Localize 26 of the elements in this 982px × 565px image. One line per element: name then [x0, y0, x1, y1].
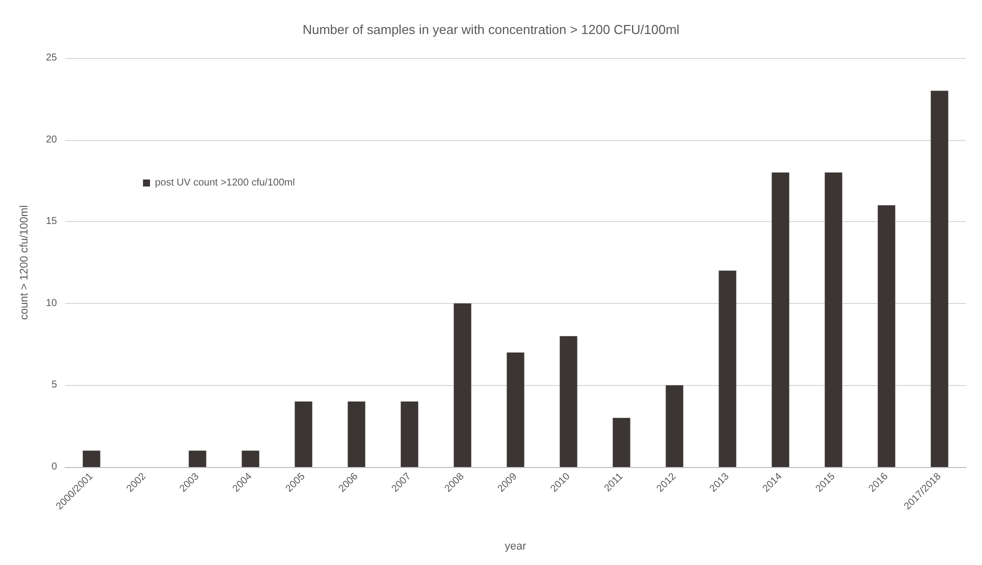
y-tick-label: 5 — [51, 380, 58, 391]
y-tick-label: 15 — [46, 216, 58, 228]
bar — [294, 402, 312, 467]
y-tick-label: 25 — [46, 52, 58, 64]
bar — [454, 303, 472, 467]
bar — [82, 450, 100, 467]
bar — [188, 450, 206, 467]
legend-label: post UV count >1200 cfu/100ml — [155, 178, 295, 188]
x-axis-title: year — [504, 540, 527, 552]
bar — [772, 172, 790, 467]
bar — [506, 352, 524, 467]
y-tick-label: 0 — [51, 462, 58, 472]
bar — [560, 336, 578, 467]
bar — [824, 172, 842, 467]
bar — [878, 205, 896, 467]
y-axis-title: count > 1200 cfu/100ml — [18, 205, 30, 320]
bar — [718, 270, 736, 467]
y-tick-label: 20 — [46, 134, 58, 146]
y-tick-label: 10 — [46, 298, 58, 309]
bar — [242, 450, 260, 467]
bar — [400, 402, 418, 467]
bar — [666, 385, 684, 467]
bar — [612, 418, 630, 467]
bar — [930, 90, 948, 467]
chart-title: Number of samples in year with concentration > 1200 CFU/100ml — [302, 22, 680, 37]
bar — [348, 402, 366, 467]
